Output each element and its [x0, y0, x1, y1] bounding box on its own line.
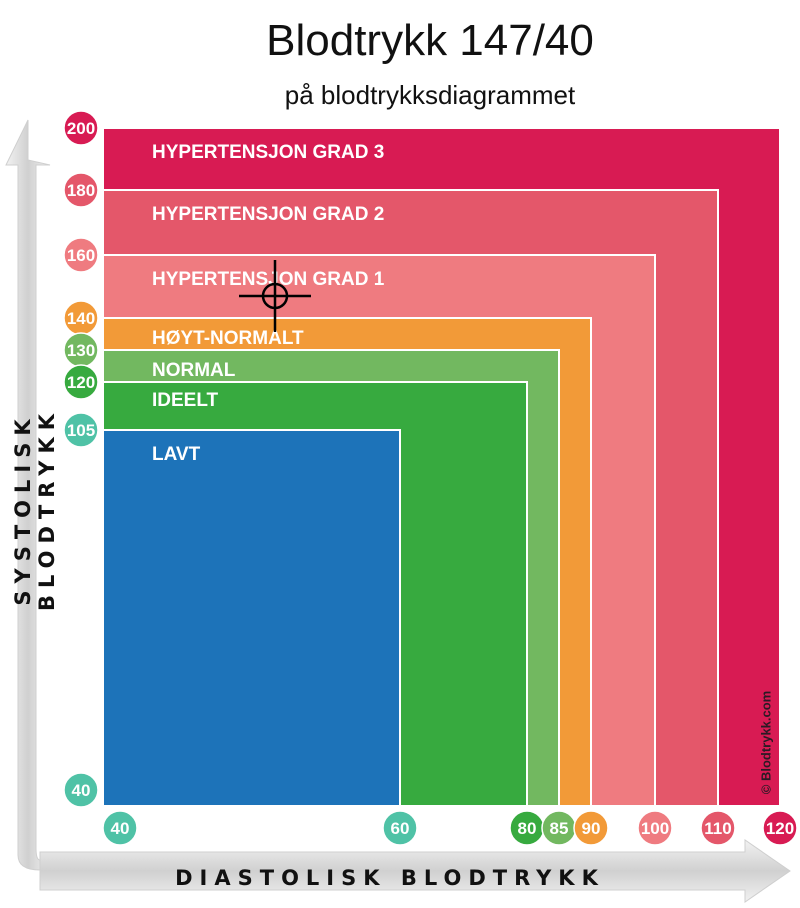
x-axis-arrow [39, 839, 791, 903]
y-tick-badge-160 [63, 237, 99, 273]
chart-subtitle: på blodtrykksdiagrammet [284, 80, 576, 110]
x-tick-badge-40 [102, 810, 138, 846]
x-tick-label-120: 120 [766, 819, 794, 838]
zone-lavt [102, 429, 401, 807]
x-tick-badge-110 [700, 810, 736, 846]
chart-title: Blodtrykk 147/40 [266, 16, 594, 65]
x-tick-badge-90 [573, 810, 609, 846]
x-tick-label-60: 60 [391, 819, 410, 838]
x-tick-label-80: 80 [518, 819, 537, 838]
y-tick-label-160: 160 [67, 246, 95, 265]
zone-label-lavt: LAVT [152, 444, 201, 465]
y-tick-label-180: 180 [67, 181, 95, 200]
x-tick-label-40: 40 [111, 819, 130, 838]
y-tick-label-40: 40 [72, 781, 91, 800]
x-axis-label: DIASTOLISK BLODTRYKK [175, 866, 605, 890]
x-tick-label-110: 110 [704, 819, 731, 838]
y-tick-badge-180 [63, 172, 99, 208]
y-tick-label-200: 200 [67, 119, 95, 138]
zone-label-normal: NORMAL [152, 360, 236, 381]
y-tick-label-130: 130 [67, 341, 95, 360]
zone-label-h-yt-normalt: HØYT-NORMALT [152, 328, 304, 349]
y-tick-badge-40 [63, 772, 99, 808]
x-tick-label-90: 90 [582, 819, 601, 838]
zone-label-hypertensjon-grad-2: HYPERTENSJON GRAD 2 [152, 204, 384, 225]
y-tick-label-140: 140 [67, 309, 95, 328]
zone-label-hypertensjon-grad-1: HYPERTENSJON GRAD 1 [152, 269, 385, 290]
x-tick-badge-100 [637, 810, 673, 846]
watermark: © Blodtrykk.com [758, 690, 774, 795]
x-tick-badge-120 [762, 810, 798, 846]
y-tick-badge-200 [63, 110, 99, 146]
y-axis-label: SYSTOLISK BLODTRYKK [11, 406, 59, 612]
zone-label-ideelt: IDEELT [152, 390, 219, 411]
y-tick-badge-105 [63, 412, 99, 448]
x-tick-badge-60 [382, 810, 418, 846]
y-tick-label-105: 105 [67, 421, 95, 440]
y-tick-label-120: 120 [67, 373, 95, 392]
x-tick-label-100: 100 [641, 819, 669, 838]
y-tick-badge-120 [63, 364, 99, 400]
x-tick-label-85: 85 [550, 819, 569, 838]
zone-label-hypertensjon-grad-3: HYPERTENSJON GRAD 3 [152, 142, 384, 163]
